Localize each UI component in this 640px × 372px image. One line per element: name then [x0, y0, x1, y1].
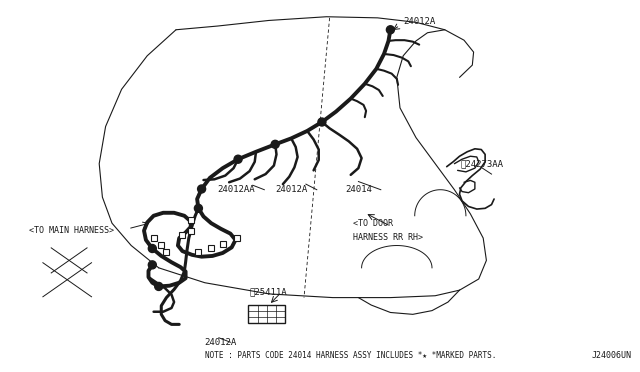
- Bar: [179, 232, 186, 238]
- Text: J24006UN: J24006UN: [592, 351, 632, 360]
- Circle shape: [318, 118, 326, 126]
- Circle shape: [195, 204, 202, 212]
- Text: 24014: 24014: [346, 185, 372, 194]
- Bar: [150, 235, 157, 241]
- Text: <TO DOOR: <TO DOOR: [353, 219, 393, 228]
- Circle shape: [148, 261, 156, 269]
- Bar: [188, 217, 194, 223]
- Text: <TO MAIN HARNESS>: <TO MAIN HARNESS>: [29, 226, 114, 235]
- Bar: [158, 242, 164, 248]
- Circle shape: [234, 155, 242, 163]
- Bar: [234, 235, 240, 241]
- Text: ⁔24273AA: ⁔24273AA: [461, 159, 504, 168]
- Text: NOTE : PARTS CODE 24014 HARNESS ASSY INCLUDES *★ *MARKED PARTS.: NOTE : PARTS CODE 24014 HARNESS ASSY INC…: [205, 351, 496, 360]
- Bar: [163, 249, 170, 255]
- Text: 24012A: 24012A: [205, 338, 237, 347]
- Circle shape: [271, 140, 279, 148]
- Text: HARNESS RR RH>: HARNESS RR RH>: [353, 233, 423, 242]
- Text: 24012A: 24012A: [275, 185, 307, 194]
- Text: 24012AA: 24012AA: [218, 185, 255, 194]
- Bar: [248, 305, 285, 323]
- Circle shape: [387, 26, 394, 34]
- Bar: [188, 228, 194, 234]
- Bar: [208, 246, 214, 251]
- Bar: [220, 241, 226, 247]
- Bar: [195, 249, 202, 255]
- Circle shape: [155, 282, 163, 291]
- Text: ⁔25411A: ⁔25411A: [250, 288, 287, 296]
- Circle shape: [198, 185, 205, 193]
- Text: 24012A: 24012A: [403, 17, 435, 26]
- Circle shape: [148, 244, 156, 253]
